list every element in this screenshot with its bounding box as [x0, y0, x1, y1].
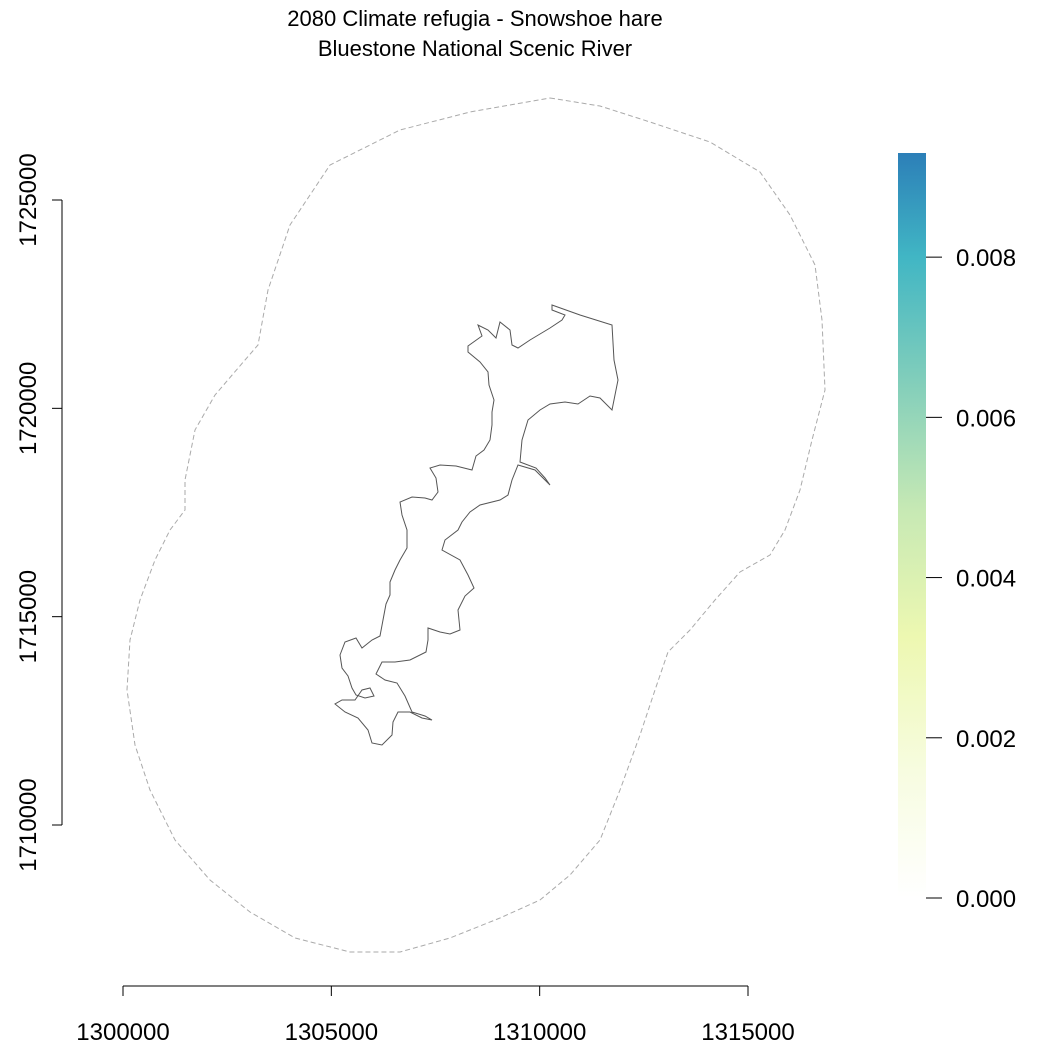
y-tick-label: 1715000 — [15, 570, 42, 663]
legend-colorbar — [898, 153, 926, 898]
legend-tick-label: 0.006 — [956, 405, 1016, 432]
x-tick-label: 1305000 — [285, 1019, 378, 1046]
legend-tick-label: 0.000 — [956, 886, 1016, 913]
y-tick-label: 1725000 — [15, 153, 42, 246]
buffer-boundary — [126, 97, 826, 953]
x-tick-label: 1310000 — [493, 1019, 586, 1046]
map-title: 2080 Climate refugia - Snowshoe hare — [287, 6, 662, 31]
map-subtitle: Bluestone National Scenic River — [318, 36, 632, 61]
legend-tick-label: 0.008 — [956, 245, 1016, 272]
park-boundary — [334, 304, 619, 746]
y-tick-label: 1720000 — [15, 362, 42, 455]
color-legend: 0.000 0.002 0.004 0.006 0.008 — [898, 153, 1016, 913]
legend-tick-label: 0.002 — [956, 726, 1016, 753]
x-tick-label: 1315000 — [701, 1019, 794, 1046]
y-tick-label: 1710000 — [15, 778, 42, 871]
legend-tick-label: 0.004 — [956, 566, 1016, 593]
x-tick-label: 1300000 — [76, 1019, 169, 1046]
x-axis: 1300000 1305000 1310000 1315000 — [76, 985, 795, 1046]
y-axis: 1710000 1715000 1720000 1725000 — [15, 153, 63, 872]
